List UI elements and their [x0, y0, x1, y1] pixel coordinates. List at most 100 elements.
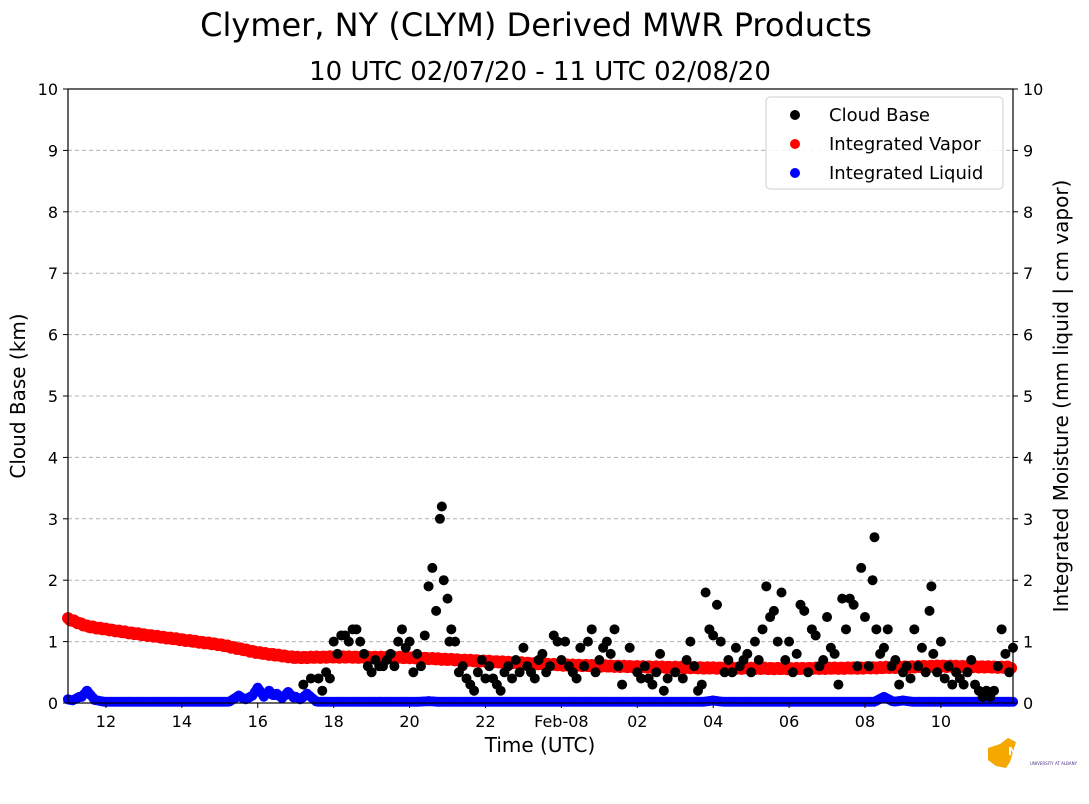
cloud-base-point — [332, 648, 343, 659]
cloud-base-point — [624, 642, 635, 653]
cloud-base-point — [776, 587, 787, 598]
cloud-base-point — [457, 661, 468, 672]
cloud-base-point — [837, 593, 848, 604]
x-tick-label: 04 — [703, 712, 723, 731]
cloud-base-point — [848, 599, 859, 610]
cloud-base-point — [469, 685, 480, 696]
y-tick-label: 6 — [48, 326, 58, 345]
legend-marker-integrated-vapor — [790, 139, 800, 149]
y-right-tick-label: 3 — [1023, 510, 1033, 529]
chart-subtitle: 10 UTC 02/07/20 - 11 UTC 02/08/20 — [309, 57, 771, 87]
cloud-base-point — [351, 624, 362, 635]
y-axis-ticks: 0 0 1 1 2 2 3 3 4 4 5 5 6 6 7 7 8 8 9 9 10 10 — [38, 80, 1044, 713]
y-tick-label: 1 — [48, 633, 58, 652]
cloud-base-point — [617, 679, 628, 690]
logo-subtext: UNIVERSITY AT ALBANY — [1030, 761, 1078, 766]
cloud-base-point — [852, 661, 863, 672]
x-tick-label: 14 — [172, 712, 192, 731]
cloud-base-point — [446, 624, 457, 635]
cloud-base-point — [450, 636, 461, 647]
cloud-base-point — [670, 667, 681, 678]
cloud-base-point — [404, 636, 415, 647]
cloud-base-point — [636, 673, 647, 684]
cloud-base-point — [966, 655, 977, 666]
cloud-base-point — [529, 673, 540, 684]
cloud-base-point — [768, 605, 779, 616]
cloud-base-point — [863, 661, 874, 672]
x-tick-label: 08 — [855, 712, 875, 731]
integrated-liquid-point — [290, 691, 301, 702]
cloud-base-point — [571, 673, 582, 684]
x-tick-label: 02 — [627, 712, 647, 731]
integrated-liquid-point — [81, 685, 92, 696]
cloud-base-point — [423, 581, 434, 592]
cloud-base-point — [605, 648, 616, 659]
cloud-base-point — [647, 679, 658, 690]
cloud-base-point — [841, 624, 852, 635]
cloud-base-point — [412, 648, 423, 659]
cloud-base-point — [514, 667, 525, 678]
cloud-base-point — [939, 673, 950, 684]
cloud-base-point — [1004, 667, 1015, 678]
cloud-base-point — [552, 636, 563, 647]
y-tick-label: 9 — [48, 141, 58, 160]
cloud-base-point — [916, 642, 927, 653]
cloud-base-point — [560, 636, 571, 647]
y-right-tick-label: 8 — [1023, 203, 1033, 222]
cloud-base-point — [730, 642, 741, 653]
cloud-base-point — [867, 575, 878, 586]
cloud-base-point — [920, 667, 931, 678]
integrated-liquid-point — [233, 690, 244, 701]
cloud-base-point — [947, 679, 958, 690]
cloud-base-point — [780, 655, 791, 666]
cloud-base-point — [582, 636, 593, 647]
new-york-state-icon — [988, 738, 1016, 768]
cloud-base-point — [579, 661, 590, 672]
integrated-liquid-point — [245, 691, 256, 702]
x-axis-ticks: 12 14 16 18 20 22 Feb-08 02 04 06 08 10 — [96, 703, 951, 731]
cloud-base-point — [393, 636, 404, 647]
cloud-base-point — [932, 667, 943, 678]
x-tick-label: 10 — [931, 712, 951, 731]
cloud-base-point — [544, 661, 555, 672]
cloud-base-point — [613, 661, 624, 672]
cloud-base-point — [696, 679, 707, 690]
legend-marker-cloud-base — [790, 110, 800, 120]
cloud-base-point — [913, 661, 924, 672]
cloud-base-point — [924, 605, 935, 616]
cloud-base-point — [438, 575, 449, 586]
cloud-base-point — [324, 673, 335, 684]
cloud-base-point — [772, 636, 783, 647]
cloud-base-point — [655, 648, 666, 659]
cloud-base-point — [507, 673, 518, 684]
cloud-base-point — [601, 636, 612, 647]
cloud-base-point — [313, 673, 324, 684]
legend: Cloud Base Integrated Vapor Integrated L… — [765, 96, 1004, 190]
integrated-vapor-series — [62, 612, 1018, 676]
cloud-base-point — [396, 624, 407, 635]
cloud-base-point — [871, 624, 882, 635]
y-axis-right-label: Integrated Moisture (mm liquid | cm vapo… — [1049, 180, 1073, 613]
cloud-base-point — [359, 648, 370, 659]
cloud-base-point — [746, 667, 757, 678]
legend-box — [765, 96, 1004, 190]
integrated-liquid-point — [302, 688, 313, 699]
legend-label-integrated-vapor: Integrated Vapor — [829, 134, 981, 155]
y-tick-label: 5 — [48, 387, 58, 406]
integrated-liquid-point — [74, 691, 85, 702]
integrated-liquid-point — [423, 696, 434, 707]
y-tick-label: 7 — [48, 264, 58, 283]
x-tick-label: 22 — [475, 712, 495, 731]
cloud-base-point — [609, 624, 620, 635]
cloud-base-point — [408, 667, 419, 678]
cloud-base-point — [894, 679, 905, 690]
cloud-base-point — [415, 661, 426, 672]
cloud-base-point — [685, 636, 696, 647]
cloud-base-point — [436, 501, 447, 512]
y-right-tick-label: 4 — [1023, 448, 1033, 467]
cloud-base-point — [962, 667, 973, 678]
x-axis-label: Time (UTC) — [484, 733, 596, 757]
y-axis-label: Cloud Base (km) — [6, 313, 30, 478]
y-right-tick-label: 1 — [1023, 633, 1033, 652]
